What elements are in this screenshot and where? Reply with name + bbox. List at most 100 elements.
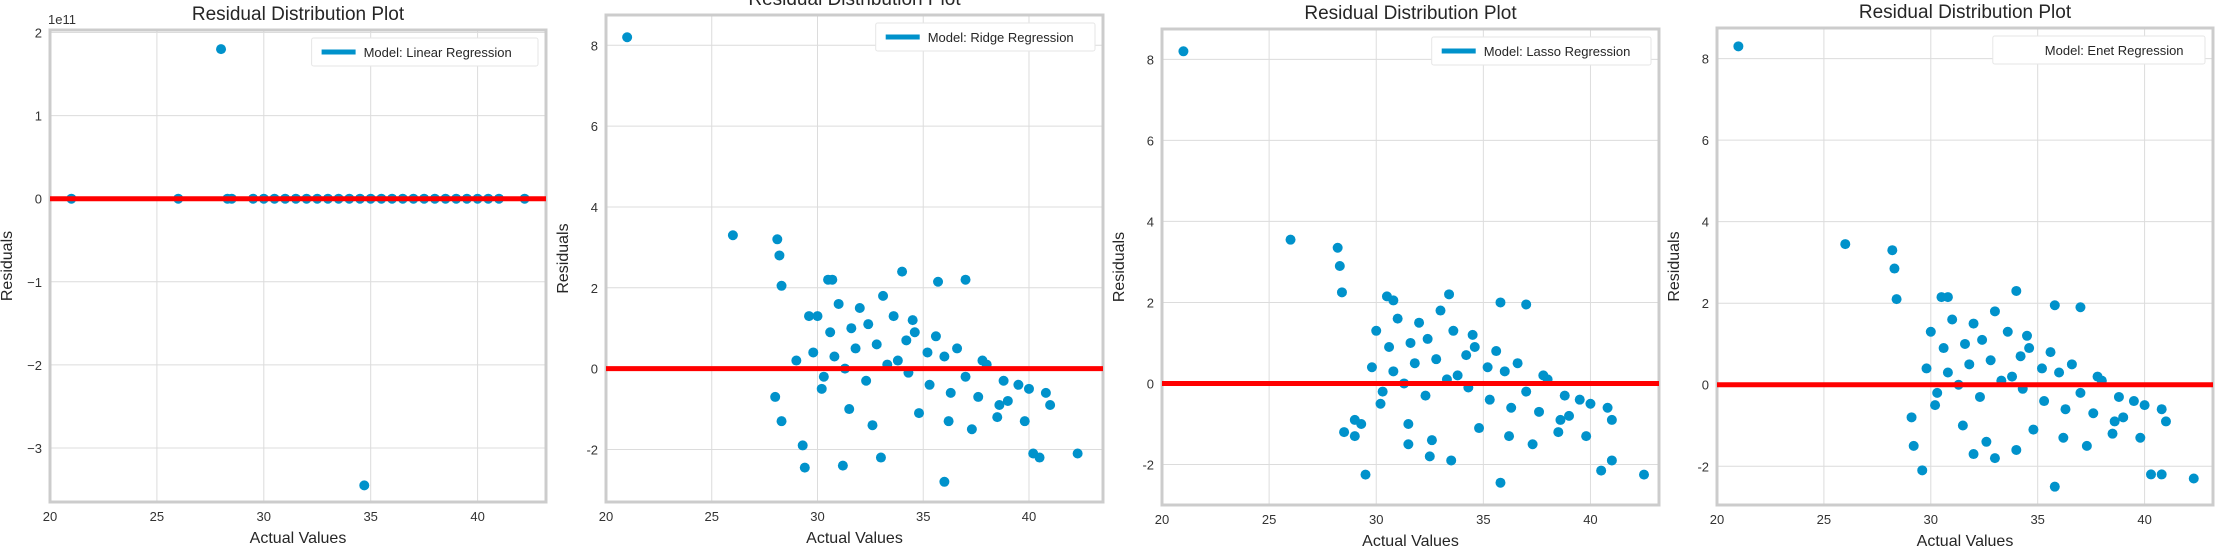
residual-point	[977, 355, 988, 366]
residual-point	[1435, 305, 1446, 316]
residual-point	[1968, 449, 1979, 460]
residual-point	[1452, 370, 1463, 381]
residual-point	[2022, 330, 2032, 341]
residual-point	[1491, 346, 1502, 357]
residual-point	[1484, 394, 1495, 405]
y-tick-label: -2	[1697, 459, 1709, 474]
residual-point	[933, 276, 944, 287]
legend: Model: Lasso Regression	[1431, 36, 1652, 66]
residual-point	[1538, 370, 1549, 381]
residual-point	[2188, 473, 2199, 484]
residual-point	[1553, 427, 1564, 438]
residual-plot-3: 20 25 30 35 40 -2 0 2 4 6 8 Residual Distribution P…	[1111, 3, 1661, 550]
residual-point	[818, 371, 829, 382]
residual-point	[791, 355, 802, 366]
residual-point	[1023, 383, 1034, 394]
residual-point	[922, 347, 933, 358]
residual-point	[1534, 406, 1545, 417]
residual-point	[1495, 477, 1506, 488]
legend-label: Model: Linear Regression	[364, 45, 512, 60]
x-axis-label: Actual Values	[1362, 533, 1459, 550]
residual-point	[1932, 387, 1943, 398]
residual-point	[2015, 351, 2026, 362]
residual-point	[901, 335, 912, 346]
residual-point	[943, 416, 954, 427]
legend-label: Model: Ridge Regression	[928, 30, 1074, 45]
residual-point	[2088, 408, 2099, 419]
y-axis-label: Residuals	[1666, 231, 1683, 301]
residual-point	[1332, 242, 1343, 253]
residual-point	[2160, 416, 2171, 427]
residual-point	[1989, 453, 2000, 464]
x-tick-label: 30	[257, 509, 271, 524]
y-tick-label: −3	[27, 441, 42, 456]
residual-point	[797, 440, 808, 451]
x-tick-label: 25	[1262, 512, 1276, 527]
residual-point	[2139, 400, 2150, 411]
residual-point	[1403, 418, 1414, 429]
residual-point	[1527, 439, 1538, 450]
residual-point	[1925, 326, 1936, 337]
residual-point	[1960, 338, 1970, 349]
legend-label: Model: Lasso Regression	[1484, 44, 1631, 59]
residual-point	[1360, 469, 1371, 480]
legend: Model: Enet Regression	[1992, 35, 2206, 65]
residual-point	[966, 424, 977, 435]
residual-point	[2128, 396, 2139, 407]
legend-box	[875, 22, 1096, 52]
chart-title: Residual Distribution Plot	[1304, 3, 1517, 24]
residual-point	[994, 400, 1005, 411]
residual-point	[1366, 362, 1377, 373]
y-tick-label: 6	[1147, 133, 1154, 148]
residual-plot-4: 20 25 30 35 40 -2 0 2 4 6 8 Residual Distribution P…	[1666, 2, 2215, 550]
y-tick-label: 4	[1702, 215, 1709, 230]
residual-point	[1461, 350, 1472, 361]
y-tick-label: -2	[586, 442, 598, 457]
residual-point	[1339, 427, 1350, 438]
residual-point	[1974, 391, 1985, 402]
x-tick-label: 30	[1369, 512, 1383, 527]
residual-point	[1930, 400, 1941, 411]
residual-point	[1733, 41, 1744, 52]
residual-point	[2113, 391, 2124, 402]
legend-box	[1431, 36, 1652, 66]
residual-point	[878, 290, 889, 301]
x-tick-label: 35	[363, 509, 377, 524]
residual-point	[808, 347, 819, 358]
residual-point	[875, 452, 886, 463]
residual-point	[1034, 452, 1045, 463]
residual-point	[2066, 359, 2077, 370]
residual-point	[1040, 387, 1051, 398]
chart-title: Residual Distribution Plot	[192, 4, 405, 25]
y-axis-label: Residuals	[0, 231, 16, 301]
y-tick-label: 6	[591, 119, 598, 134]
residual-point	[863, 319, 874, 330]
residual-point	[1559, 390, 1570, 401]
residual-point	[998, 375, 1009, 386]
x-tick-label: 25	[705, 509, 719, 524]
legend-label: Model: Enet Regression	[2045, 43, 2184, 58]
residual-point	[867, 420, 878, 431]
y-tick-label: 4	[591, 200, 598, 215]
y-tick-label: 4	[1147, 214, 1154, 229]
residual-point	[622, 32, 633, 43]
x-axis-label: Actual Values	[250, 530, 347, 547]
residual-point	[1989, 306, 2000, 317]
residual-point	[2075, 387, 2086, 398]
y-tick-label: 1	[35, 109, 42, 124]
residual-point	[1045, 400, 1056, 411]
residual-point	[2156, 469, 2167, 480]
residual-point	[827, 274, 838, 285]
residual-point	[816, 383, 827, 394]
plot-frame	[48, 28, 548, 504]
x-tick-label: 35	[2030, 512, 2044, 527]
y-tick-label: 0	[1702, 378, 1709, 393]
residual-point	[1917, 465, 1928, 476]
legend-box	[311, 37, 539, 67]
residual-point	[1574, 394, 1585, 405]
residual-point	[1375, 398, 1386, 409]
residual-point	[1482, 362, 1493, 373]
residual-point	[799, 462, 810, 473]
residual-point	[1019, 416, 1030, 427]
residual-point	[216, 44, 227, 55]
